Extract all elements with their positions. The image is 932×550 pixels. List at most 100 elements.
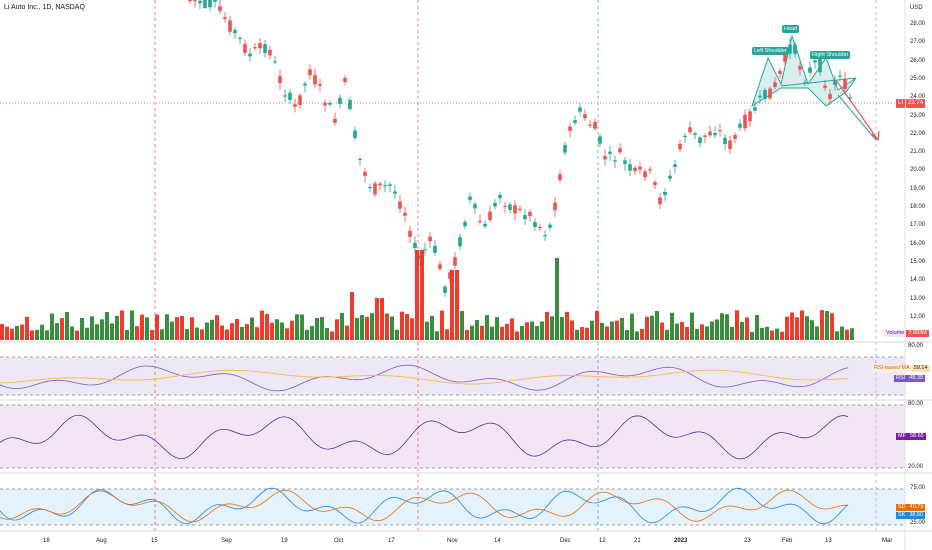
candle — [238, 35, 242, 45]
candle — [633, 165, 637, 175]
price-tick: 14.00 — [910, 277, 926, 284]
volume-bar — [145, 317, 149, 340]
price-tick: 23.00 — [910, 112, 926, 119]
candle-body — [543, 235, 547, 237]
volume-bar — [500, 326, 504, 340]
volume-bar — [325, 327, 329, 340]
candle — [368, 183, 372, 192]
volume-bar — [155, 314, 159, 340]
candle — [318, 78, 322, 92]
volume-bar — [810, 320, 814, 340]
candle-body — [468, 196, 472, 200]
volume-bar — [835, 331, 839, 340]
candle — [723, 133, 727, 151]
time-axis[interactable]: 18 Aug 15 Sep 19 Oct 17 Nov 14 Dec 12 21 2023 23 Feb 13… — [0, 538, 905, 550]
pattern-label-right[interactable]: Right Shoulder — [810, 51, 851, 59]
pattern-label-head[interactable]: Head — [782, 25, 800, 33]
volume-bar — [600, 322, 604, 340]
candle — [443, 284, 447, 297]
volume-bar — [770, 330, 774, 340]
candle-body — [393, 191, 397, 194]
volume-bar — [775, 328, 779, 340]
candle — [288, 89, 292, 104]
volume-bar — [125, 329, 129, 340]
volume-bar — [410, 318, 414, 340]
candle-body — [383, 185, 387, 187]
candle — [348, 97, 352, 112]
candle — [623, 156, 627, 171]
candle — [198, 0, 202, 10]
volume-bar — [385, 313, 389, 340]
candle — [193, 0, 197, 8]
volume-bar — [20, 324, 24, 340]
volume-bar — [650, 315, 654, 340]
candle — [593, 117, 597, 131]
candle — [283, 89, 287, 102]
candle-body — [768, 88, 772, 99]
candle-body — [598, 136, 602, 144]
time-tick: 13 — [825, 538, 832, 544]
stoch-d-line — [0, 489, 848, 523]
candle-body — [828, 93, 832, 99]
candle — [743, 109, 747, 132]
volume-bar — [400, 311, 404, 340]
pattern-label-left[interactable]: Left Shoulder — [752, 47, 789, 55]
volume-bar — [340, 313, 344, 340]
head-shoulders-pattern[interactable] — [751, 34, 880, 142]
volume-bar — [715, 319, 719, 340]
candle-body — [643, 171, 647, 178]
volume-bar — [680, 321, 684, 340]
candle-body — [368, 186, 372, 189]
volume-bar — [165, 314, 169, 340]
candle-body — [638, 166, 642, 170]
volume-bar — [420, 250, 424, 340]
candle — [588, 120, 592, 129]
volume-bar — [550, 316, 554, 340]
candle — [463, 219, 467, 230]
candle — [728, 135, 732, 155]
volume-bar — [805, 316, 809, 340]
symbol-title[interactable]: Li Auto Inc., 1D, NASDAQ — [4, 4, 85, 11]
volume-bar — [465, 329, 469, 340]
volume-bar — [265, 313, 269, 340]
volume-bar — [490, 326, 494, 340]
candle-body — [268, 49, 272, 56]
volume-bar — [670, 312, 674, 340]
candle — [413, 235, 417, 253]
volume-bar — [475, 320, 479, 340]
candle-body — [348, 99, 352, 110]
volume-bar — [630, 313, 634, 340]
candle-body — [203, 0, 207, 9]
candle-body — [413, 242, 417, 248]
volume-bar — [25, 316, 29, 340]
candle — [613, 155, 617, 169]
candle — [683, 132, 687, 143]
candle — [568, 122, 572, 138]
volume-bar — [580, 327, 584, 340]
volume-bar — [90, 316, 94, 340]
candle — [658, 193, 662, 210]
candle — [408, 225, 412, 244]
candle-body — [818, 59, 822, 73]
candle — [673, 160, 677, 174]
volume-bar — [200, 329, 204, 340]
volume-bar — [105, 312, 109, 340]
candle — [388, 181, 392, 193]
candle-body — [548, 224, 552, 228]
candle-body — [188, 0, 192, 2]
volume-bar — [450, 270, 454, 340]
candle — [543, 230, 547, 241]
volume-bar — [95, 324, 99, 340]
candle — [793, 41, 797, 58]
volume-bar — [245, 324, 249, 340]
volume-bar — [175, 317, 179, 340]
candle-body — [553, 202, 557, 211]
volume-bar — [65, 311, 69, 340]
price-axis[interactable]: USD 28.00 27.00 26.00 25.00 24.00 23.00 22.00 2… — [906, 0, 932, 342]
candle-body — [253, 47, 257, 49]
volume-bar — [695, 328, 699, 340]
volume-bar — [350, 292, 354, 340]
candle-body — [278, 76, 282, 84]
candles-layer — [188, 0, 852, 297]
